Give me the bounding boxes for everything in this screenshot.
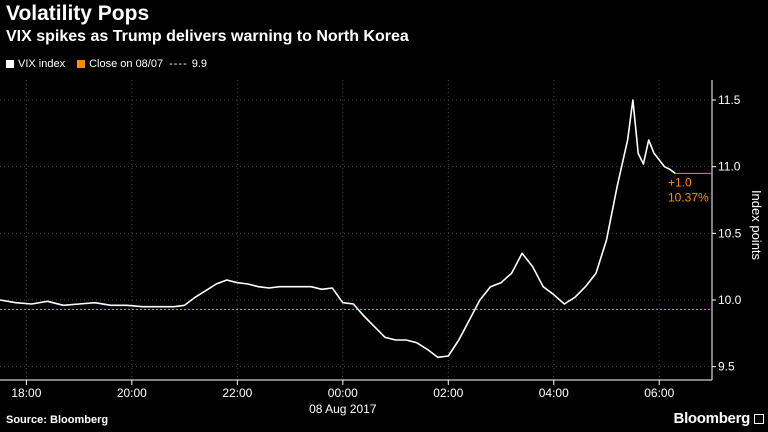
y-axis-label: Index points	[749, 190, 764, 261]
legend-swatch-vix	[6, 60, 14, 68]
y-tick-label: 10.0	[718, 293, 742, 307]
y-tick-label: 11.5	[718, 93, 741, 107]
bloomberg-logo-mark	[754, 414, 764, 424]
x-tick-label: 00:00	[328, 386, 358, 400]
chart-subtitle: VIX spikes as Trump delivers warning to …	[6, 28, 409, 45]
series-line-vix	[0, 99, 676, 359]
x-tick-label: 20:00	[117, 386, 147, 400]
change-value-label: +1.0	[668, 175, 692, 189]
legend-swatch-close	[77, 60, 86, 68]
x-tick-label: 22:00	[222, 386, 252, 400]
y-tick-labels: 9.5 10.0 10.5 11.0 11.5	[718, 93, 742, 374]
y-tick-label: 9.5	[718, 360, 735, 374]
x-tick-label: 18:00	[11, 386, 41, 400]
legend-label-close: Close on 08/07	[89, 58, 164, 70]
x-tick-labels: 18:00 20:00 22:00 00:00 02:00 04:00 06:00	[11, 386, 674, 400]
grid	[0, 80, 712, 380]
legend: VIX index Close on 08/07 ---- 9.9	[6, 57, 207, 71]
y-tick-label: 10.5	[718, 226, 742, 240]
x-tick-label: 06:00	[644, 386, 674, 400]
change-percent-label: 10.37%	[668, 190, 709, 204]
legend-close-value: 9.9	[191, 58, 208, 70]
legend-label-vix: VIX index	[18, 58, 66, 70]
bloomberg-logo: Bloomberg	[673, 410, 751, 427]
chart-title: Volatility Pops	[6, 2, 150, 25]
x-date-label: 08 Aug 2017	[309, 402, 377, 416]
legend-close-dashes: ----	[169, 58, 188, 70]
x-tick-label: 02:00	[433, 386, 463, 400]
axes	[0, 80, 716, 385]
y-tick-label: 11.0	[718, 160, 741, 174]
source-note: Source: Bloomberg	[6, 414, 109, 426]
x-tick-label: 04:00	[539, 386, 569, 400]
